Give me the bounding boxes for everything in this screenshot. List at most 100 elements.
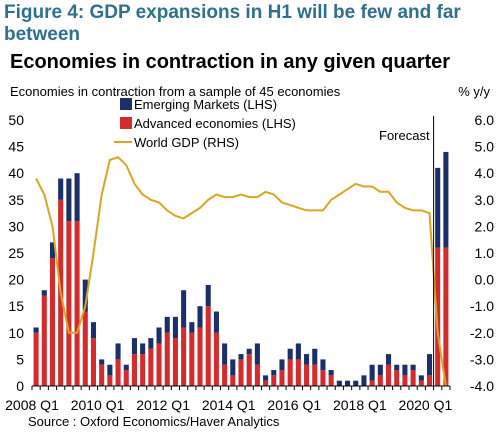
emerging-markets-bar [443,151,449,248]
advanced-economies-bar [33,332,39,386]
forecast-label: Forecast [379,128,430,143]
emerging-markets-bar [295,343,301,360]
advanced-economies-bar [99,364,105,386]
emerging-markets-bar [74,173,80,222]
left-axis-tick-label: 5 [16,351,24,367]
advanced-economies-bar [394,370,400,386]
emerging-markets-bar [361,375,367,386]
advanced-economies-bar [410,370,416,386]
emerging-markets-bar [222,343,228,365]
right-axis-tick-labels: -4.0 -3.0 -2.0 -1.0 0.0 1.0 2.0 3.0 4.0 5.0 6.0 [470,112,494,394]
x-axis-tick-label: 2020 Q1 [399,397,453,413]
emerging-markets-bar [246,348,252,355]
advanced-economies-bar [385,364,392,386]
emerging-markets-bar [263,375,269,381]
left-axis-tick-label: 45 [8,139,24,155]
left-axis-tick-label: 50 [8,112,24,128]
emerging-markets-bar [123,364,129,371]
emerging-markets-bar [181,290,187,328]
legend-advanced-economies-swatch [120,117,132,129]
chart-title: Economies in contraction in any given qu… [10,51,451,73]
advanced-economies-bar [41,295,47,386]
right-axis-tick-label: 0.0 [475,272,495,288]
x-axis-tick-label: 2010 Q1 [71,397,125,413]
emerging-markets-bar [377,364,383,376]
right-axis-tick-label: -4.0 [470,378,494,394]
advanced-economies-bar [148,348,154,386]
emerging-markets-bar [271,370,277,376]
emerging-markets-bar [312,348,318,365]
emerging-markets-bar [58,178,64,200]
emerging-markets-bar [394,364,400,371]
advanced-economies-bar [377,375,383,386]
emerging-markets-bar [304,354,310,365]
right-axis-tick-label: 1.0 [475,245,495,261]
emerging-markets-bar [131,338,137,355]
emerging-markets-bar [156,327,162,344]
x-axis-tick-label: 2008 Q1 [5,397,59,413]
left-axis-tick-label: 25 [8,245,24,261]
advanced-economies-bar [230,375,236,386]
advanced-economies-bar [369,380,375,386]
world-gdp-line [35,156,447,387]
advanced-economies-bar [443,247,449,386]
legend-emerging-markets-swatch [120,98,132,110]
emerging-markets-bar [238,354,244,360]
advanced-economies-bar [66,221,72,386]
advanced-economies-bar [74,221,80,386]
emerging-markets-bar [287,348,293,360]
right-axis-tick-label: 3.0 [475,192,495,208]
emerging-markets-bar [336,380,342,386]
right-axis-tick-label: 5.0 [475,139,495,155]
advanced-economies-bar [123,370,129,386]
advanced-economies-bar [435,247,441,386]
advanced-economies-bar [82,311,88,386]
left-axis-tick-label: 30 [8,218,24,234]
emerging-markets-bar [164,316,170,333]
source-note: Source : Oxford Economics/Haver Analytic… [28,414,280,429]
advanced-economies-bar [172,338,178,386]
advanced-economies-bar [131,354,137,386]
x-axis-tick-label: 2014 Q1 [202,397,256,413]
left-axis-tick-label: 20 [8,272,24,288]
emerging-markets-bar [435,167,441,248]
advanced-economies-bar [164,332,170,386]
left-axis-tick-label: 40 [8,165,24,181]
x-axis-tick-label: 2012 Q1 [136,397,190,413]
emerging-markets-bar [41,290,47,296]
left-axis-tick-label: 35 [8,192,24,208]
emerging-markets-bar [213,311,219,333]
advanced-economies-bar [156,343,162,386]
emerging-markets-bar [353,380,359,386]
advanced-economies-bar [271,375,277,386]
legend-emerging-markets-label: Emerging Markets (LHS) [134,97,277,112]
advanced-economies-bar [115,359,121,386]
advanced-economies-bar [205,306,211,386]
advanced-economies-bar [222,364,228,386]
emerging-markets-bar [148,338,154,349]
right-axis-label: % y/y [458,84,490,99]
advanced-economies-bar [181,327,187,386]
emerging-markets-bar [418,375,424,381]
emerging-markets-bar [385,354,392,365]
emerging-markets-bar [33,327,39,333]
x-axis-tick-label: 2018 Q1 [333,397,387,413]
advanced-economies-bar [304,364,310,386]
emerging-markets-bar [172,316,178,339]
emerging-markets-bar [230,359,236,376]
x-axis-ticks [31,386,451,390]
emerging-markets-bar [90,322,97,339]
emerging-markets-bar [189,322,195,333]
advanced-economies-bar [312,364,318,386]
advanced-economies-bar [189,332,195,386]
right-axis-tick-label: -2.0 [470,325,494,341]
advanced-economies-bar [90,338,97,386]
figure-title: Figure 4: GDP expansions in H1 will be f… [4,2,461,45]
emerging-markets-bar [320,359,326,371]
advanced-economies-bar [426,375,433,386]
x-axis-tick-labels: 2008 Q1 2010 Q1 2012 Q1 2014 Q1 2016 Q1 2018 … [5,397,452,413]
emerging-markets-bar [328,370,334,376]
x-axis-tick-label: 2016 Q1 [267,397,321,413]
advanced-economies-bar [213,332,219,386]
advanced-economies-bar [140,354,146,386]
